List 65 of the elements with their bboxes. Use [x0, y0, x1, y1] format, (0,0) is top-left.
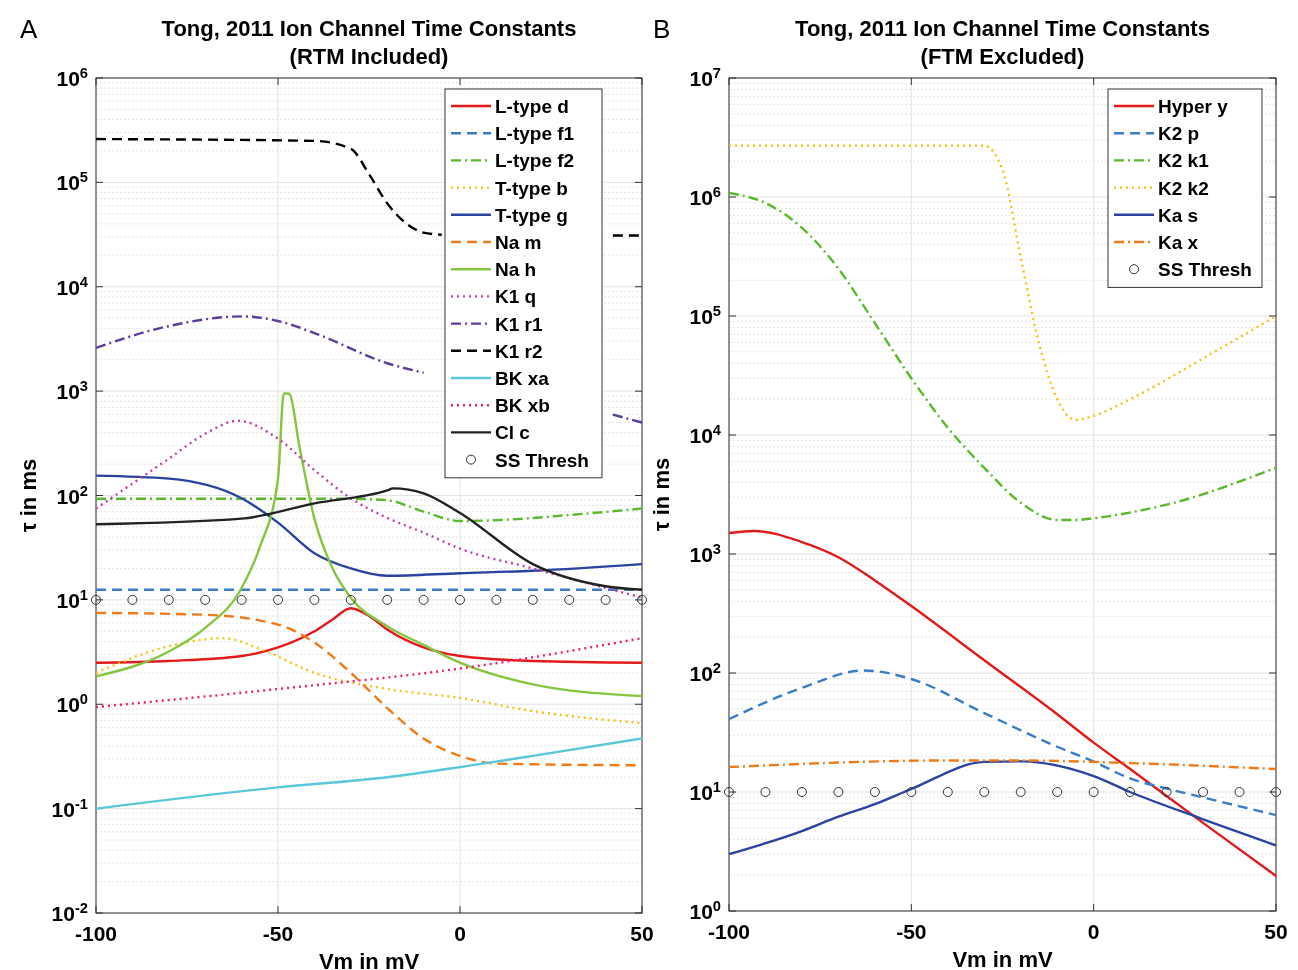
- legend-label: T-type g: [495, 204, 568, 226]
- x-tick-label: -100: [74, 922, 118, 945]
- line-series: [94, 487, 644, 591]
- y-tick-label: 10$^{1}$: [56, 586, 88, 612]
- y-tick-label: 10$^{6}$: [689, 184, 721, 209]
- y-tick-label: 10$^{-2}$: [51, 900, 88, 925]
- text: A: [20, 14, 38, 44]
- legend-label: BK xa: [495, 368, 550, 389]
- legend-label: K2 k2: [1158, 177, 1209, 199]
- y-tick-label: 10$^{0}$: [56, 691, 88, 717]
- line-series: [94, 474, 644, 578]
- y-axis-title: τ in ms: [16, 458, 41, 533]
- x-axis-title: Vm in mV: [318, 949, 420, 970]
- y-tick-label: 10$^{2}$: [56, 482, 88, 508]
- y-tick-label: 10$^{1}$: [689, 779, 721, 804]
- chart-title: Tong, 2011 Ion Channel Time Constants (RTM Included): [161, 16, 577, 69]
- legend-label: BK xb: [495, 395, 550, 417]
- x-tick-label: 50: [630, 922, 654, 945]
- line-series: [727, 759, 1278, 771]
- text: B: [653, 14, 671, 44]
- y-tick-label: 10$^{3}$: [56, 378, 88, 404]
- legend-label: K1 r2: [495, 340, 543, 362]
- x-axis-title: Vm in mV: [952, 947, 1053, 970]
- y-tick-label: 10$^{5}$: [56, 169, 88, 195]
- y-tick-label: 10$^{3}$: [689, 541, 721, 566]
- legend-label: K2 k1: [1158, 150, 1210, 172]
- x-tick-label: -100: [707, 920, 751, 943]
- y-tick-label: 10$^{6}$: [56, 65, 88, 90]
- legend-label: L-type f2: [495, 150, 575, 172]
- line-series: [727, 760, 1278, 856]
- y-tick-label: 10$^{5}$: [689, 303, 721, 328]
- y-tick-label: 10$^{4}$: [56, 273, 89, 299]
- legend-label: Na m: [495, 232, 542, 253]
- legend-label: Na h: [495, 259, 537, 281]
- y-tick-label: 10$^{7}$: [689, 65, 721, 90]
- legend-label: SS Thresh: [495, 449, 589, 471]
- legend-label: L-type d: [495, 96, 569, 117]
- legend-label: Ka x: [1158, 232, 1199, 253]
- line-series: [727, 669, 1278, 817]
- legend-label: T-type b: [495, 177, 568, 199]
- legend-label: Cl c: [495, 422, 531, 444]
- x-tick-label: -50: [262, 922, 294, 945]
- x-tick-label: 0: [1087, 920, 1100, 943]
- x-tick-label: -50: [896, 920, 927, 943]
- y-tick-label: 10$^{4}$: [689, 422, 722, 447]
- legend-label: K1 q: [495, 286, 537, 308]
- legend-label: Ka s: [1158, 204, 1199, 226]
- legend-label: K2 p: [1158, 123, 1200, 145]
- y-tick-label: 10$^{0}$: [689, 898, 721, 923]
- line-series: [94, 607, 644, 664]
- line-series: [94, 497, 644, 523]
- legend-label: Hyper y: [1158, 96, 1229, 117]
- y-axis-title: τ in ms: [649, 457, 674, 532]
- legend-label: SS Thresh: [1158, 259, 1252, 281]
- line-series: [94, 392, 644, 698]
- line-series: [727, 529, 1278, 878]
- legend-label: K1 r1: [495, 313, 543, 335]
- line-series: [94, 611, 644, 767]
- line-series: [94, 737, 644, 810]
- legend-label: L-type f1: [495, 123, 575, 145]
- y-tick-label: 10$^{-1}$: [51, 795, 88, 821]
- x-tick-label: 50: [1264, 920, 1288, 943]
- x-tick-label: 0: [454, 922, 466, 945]
- chart-title: Tong, 2011 Ion Channel Time Constants (FTM Excluded): [795, 16, 1210, 69]
- y-tick-label: 10$^{2}$: [689, 660, 721, 685]
